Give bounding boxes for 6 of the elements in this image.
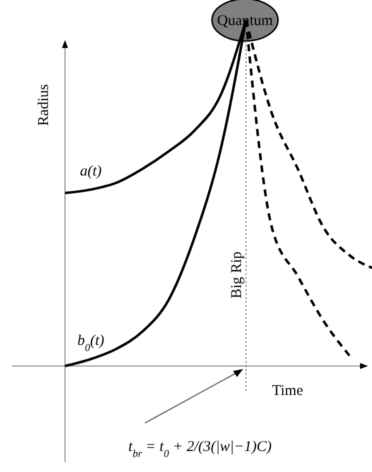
- annotation: Big Rip: [229, 251, 246, 299]
- series-label: b$_{0}$(t): [77, 333, 104, 354]
- x-axis-title: Time: [272, 383, 304, 399]
- y-axis-title: Radius: [36, 84, 52, 126]
- series-label: a(t): [80, 164, 102, 180]
- text: t$_{br}$ = t$_{0}$ + 2/(3(|w|−1)C): [128, 439, 272, 460]
